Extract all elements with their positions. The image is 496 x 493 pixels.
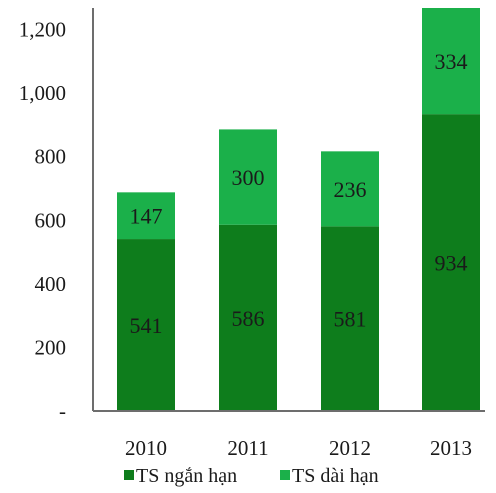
x-tick-label: 2011	[227, 436, 268, 460]
data-label: 934	[435, 251, 468, 276]
data-label: 334	[435, 49, 468, 74]
x-axis-labels: 2010 2011 2012 2013	[125, 436, 472, 460]
bar-segment	[219, 224, 277, 411]
legend-label: TS dài hạn	[292, 465, 379, 487]
y-tick-label: 1,000	[19, 81, 66, 105]
data-label: 236	[334, 177, 367, 202]
x-tick-label: 2012	[329, 436, 371, 460]
bar-segment	[422, 8, 480, 115]
x-tick-label: 2013	[430, 436, 472, 460]
y-tick-label: 400	[35, 272, 67, 296]
data-labels: 541 147 586 300 581 236 934 334	[130, 49, 468, 338]
bar-segment	[321, 226, 379, 411]
y-axis-ticks: - 200 400 600 800 1,000 1,200	[19, 18, 66, 423]
y-tick-label: -	[59, 399, 66, 423]
legend-swatch	[124, 470, 134, 480]
data-label: 581	[334, 307, 367, 332]
x-tick-label: 2010	[125, 436, 167, 460]
legend-swatch	[280, 470, 290, 480]
bar-segment	[219, 129, 277, 225]
y-tick-label: 1,200	[19, 18, 66, 42]
y-tick-label: 800	[35, 145, 67, 169]
bar-segment	[422, 114, 480, 411]
bar-segment	[321, 151, 379, 227]
y-tick-label: 600	[35, 208, 67, 232]
y-tick-label: 200	[35, 335, 67, 359]
data-label: 300	[232, 165, 265, 190]
data-label: 147	[130, 204, 163, 229]
bars	[117, 8, 480, 411]
bar-segment	[117, 239, 175, 411]
data-label: 541	[130, 313, 163, 338]
legend-label: TS ngắn hạn	[136, 465, 237, 487]
data-label: 586	[232, 306, 265, 331]
legend: TS ngắn hạn TS dài hạn	[124, 465, 379, 487]
bar-segment	[117, 192, 175, 240]
